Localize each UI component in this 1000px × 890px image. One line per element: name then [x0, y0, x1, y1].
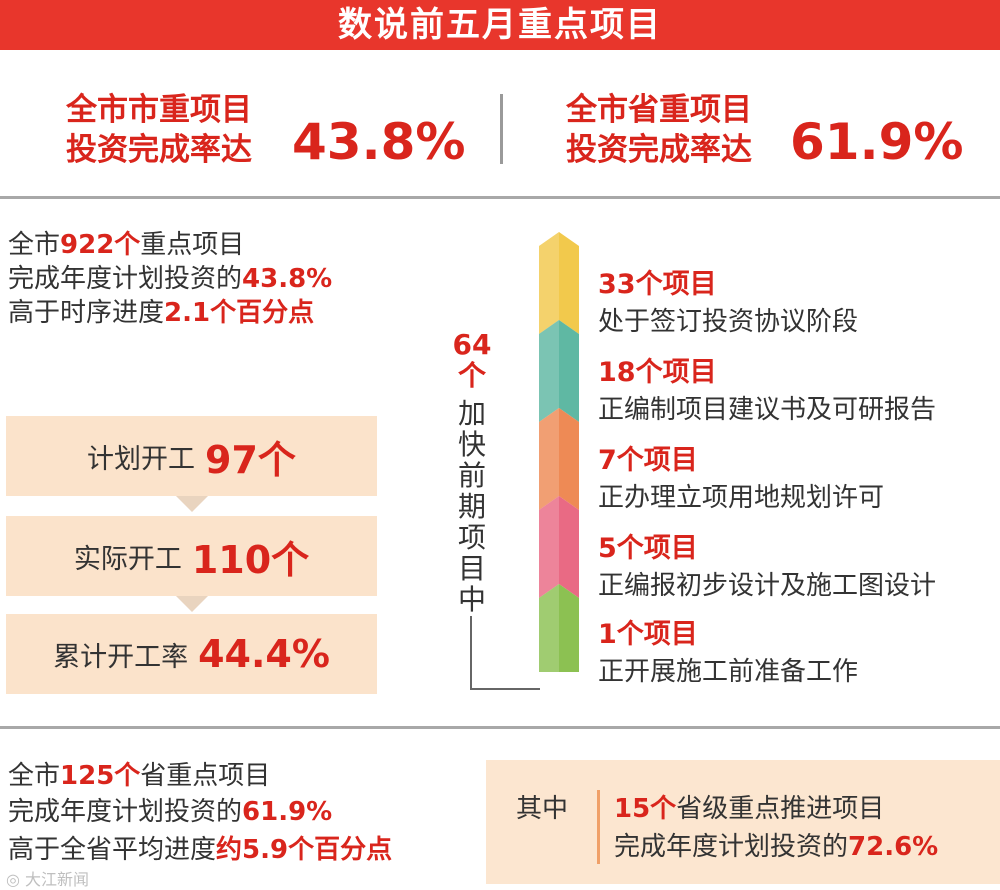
watermark-text: 大江新闻: [25, 870, 90, 889]
page-title: 数说前五月重点项目: [338, 5, 662, 45]
text-fragment: 省重点项目: [140, 761, 271, 791]
text-fragment: 高于时序进度: [8, 298, 165, 328]
city-rate-value: 43.8%: [292, 113, 466, 171]
label-char: 项: [457, 521, 486, 554]
highlight-count: 15个: [614, 794, 677, 824]
pipeline-segment-highlight: [539, 496, 559, 598]
box-value: 110个: [191, 537, 310, 582]
provincial-projects-text: 全市125个省重点项目 完成年度计划投资的61.9% 高于全省平均进度约5.9个…: [8, 758, 392, 870]
pipeline-segment-highlight: [539, 584, 559, 672]
sub-projects-label: 其中: [516, 794, 569, 824]
city-rate-block: 全市市重项目 投资完成率达: [66, 90, 252, 170]
highlight-points: 约5.9个百分点: [216, 835, 393, 865]
header-banner: [0, 0, 1000, 50]
down-arrow-icon: [176, 496, 208, 512]
stage-title: 7个项目: [598, 445, 698, 476]
text-fragment: 完成年度计划投资的: [8, 264, 243, 294]
text-fragment: 省级重点推进项目: [676, 794, 885, 824]
city-projects-text: 全市922个重点项目 完成年度计划投资的43.8% 高于时序进度2.1个百分点: [8, 228, 332, 330]
city-projects-line3: 高于时序进度2.1个百分点: [8, 296, 332, 330]
province-rate-line2: 投资完成率达: [566, 132, 752, 168]
provincial-line1: 全市125个省重点项目: [8, 758, 392, 794]
stage-title: 18个项目: [598, 357, 717, 388]
pipeline-segment-4: [539, 496, 579, 598]
provincial-line3: 高于全省平均进度约5.9个百分点: [8, 830, 392, 870]
pipeline-segment-highlight: [539, 320, 559, 422]
text-fragment: 完成年度计划投资的: [614, 832, 849, 862]
text-fragment: 全市: [8, 230, 61, 260]
label-char: 加: [457, 397, 486, 430]
stage-desc: 正开展施工前准备工作: [598, 657, 859, 687]
sub-projects-text: 15个省级重点推进项目 完成年度计划投资的72.6%: [614, 790, 938, 866]
highlight-count: 125个: [60, 761, 141, 791]
box-label: 累计开工率: [53, 641, 189, 673]
city-projects-line2: 完成年度计划投资的43.8%: [8, 262, 332, 296]
box-value: 97个: [205, 437, 296, 482]
text-fragment: 完成年度计划投资的: [8, 797, 243, 827]
highlight-percent: 43.8%: [242, 264, 333, 294]
stage-3: 7个项目 正办理立项用地规划许可: [598, 438, 884, 514]
stage-1: 33个项目 处于签订投资协议阶段: [598, 262, 858, 338]
stage-desc: 处于签订投资协议阶段: [598, 307, 859, 337]
down-arrow-icon: [176, 596, 208, 612]
pipeline-segment-1: [539, 232, 579, 334]
sub-line2: 完成年度计划投资的72.6%: [614, 828, 938, 866]
count-unit: 个: [457, 359, 486, 392]
highlight-count: 922个: [60, 230, 141, 260]
preliminary-label: 加 快 前 期 项 目 中: [455, 398, 489, 615]
stage-desc: 正编报初步设计及施工图设计: [598, 571, 937, 601]
pipeline-segment-5: [539, 584, 579, 672]
pipeline-segment-highlight: [539, 408, 559, 510]
label-char: 期: [457, 490, 486, 523]
province-rate-value: 61.9%: [790, 113, 964, 171]
box-value: 44.4%: [198, 632, 330, 676]
text-fragment: 全市: [8, 761, 61, 791]
pipeline-segment-highlight: [539, 232, 559, 334]
watermark-logo-icon: ◎: [6, 870, 26, 889]
sub-projects-box: [486, 760, 1000, 884]
label-char: 目: [457, 552, 486, 585]
count-number: 64: [452, 328, 492, 361]
watermark: ◎ 大江新闻: [6, 866, 89, 890]
label-char: 快: [457, 428, 486, 461]
label-char: 前: [457, 459, 486, 492]
box-label: 计划开工: [87, 443, 196, 475]
box-label: 实际开工: [73, 543, 182, 575]
province-rate-line1: 全市省重项目: [566, 92, 752, 128]
stage-desc: 正编制项目建议书及可研报告: [598, 395, 937, 425]
text-fragment: 高于全省平均进度: [8, 835, 217, 865]
city-rate-line1: 全市市重项目: [66, 92, 252, 128]
stage-2: 18个项目 正编制项目建议书及可研报告: [598, 350, 936, 426]
sub-projects-divider: [597, 790, 600, 864]
pipeline-arrow: [539, 232, 579, 672]
sub-line1: 15个省级重点推进项目: [614, 790, 938, 828]
highlight-points: 2.1个百分点: [164, 298, 315, 328]
section-divider-top: [0, 196, 1000, 199]
stage-5: 1个项目 正开展施工前准备工作: [598, 612, 858, 688]
preliminary-count: 64 个: [450, 330, 494, 392]
actual-start-box: 实际开工 110个: [6, 516, 377, 596]
city-rate-line2: 投资完成率达: [66, 132, 252, 168]
provincial-line2: 完成年度计划投资的61.9%: [8, 794, 392, 830]
label-char: 中: [457, 583, 486, 616]
bracket-horizontal-line: [470, 688, 540, 690]
stage-desc: 正办理立项用地规划许可: [598, 483, 885, 513]
highlight-percent: 61.9%: [242, 797, 333, 827]
planned-start-box: 计划开工 97个: [6, 416, 377, 496]
pipeline-segment-2: [539, 320, 579, 422]
section-divider-bottom: [0, 726, 1000, 729]
highlight-percent: 72.6%: [848, 832, 939, 862]
stage-title: 33个项目: [598, 269, 717, 300]
bracket-vertical-line: [470, 616, 472, 690]
rates-divider: [500, 94, 503, 164]
start-rate-box: 累计开工率 44.4%: [6, 614, 377, 694]
stage-title: 5个项目: [598, 533, 698, 564]
province-rate-block: 全市省重项目 投资完成率达: [566, 90, 752, 170]
stage-title: 1个项目: [598, 619, 698, 650]
text-fragment: 重点项目: [140, 230, 245, 260]
city-projects-line1: 全市922个重点项目: [8, 228, 332, 262]
pipeline-segment-3: [539, 408, 579, 510]
stage-4: 5个项目 正编报初步设计及施工图设计: [598, 526, 936, 602]
